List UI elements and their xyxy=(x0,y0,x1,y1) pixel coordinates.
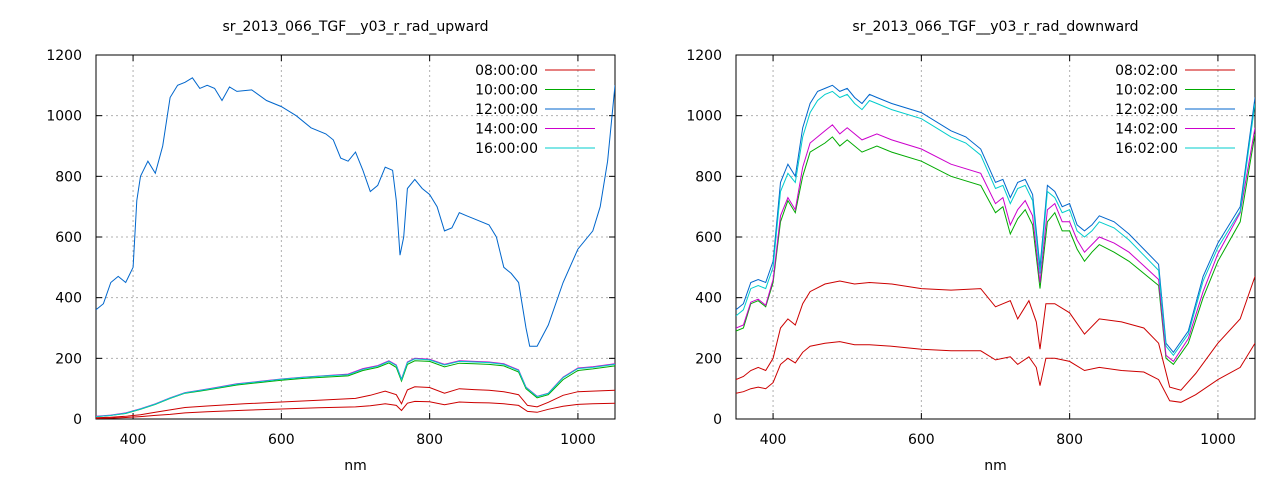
x-tick-label: 400 xyxy=(760,432,787,448)
legend-label: 08:00:00 xyxy=(475,63,538,79)
x-tick-label: 600 xyxy=(908,432,935,448)
y-tick-label: 200 xyxy=(695,351,722,367)
legend-label: 08:02:00 xyxy=(1115,63,1178,79)
chart-title: sr_2013_066_TGF__y03_r_rad_downward xyxy=(852,19,1138,35)
series-line xyxy=(96,360,615,418)
y-tick-label: 0 xyxy=(73,412,82,428)
series-line xyxy=(736,124,1255,363)
series-line xyxy=(96,386,615,419)
legend-label: 14:00:00 xyxy=(475,122,538,138)
y-tick-label: 400 xyxy=(695,291,722,307)
x-tick-label: 1000 xyxy=(1200,432,1236,448)
y-tick-label: 1000 xyxy=(46,109,82,125)
y-tick-label: 400 xyxy=(55,291,82,307)
legend-label: 16:02:00 xyxy=(1115,141,1178,157)
legend-label: 12:02:00 xyxy=(1115,102,1178,118)
series-line xyxy=(736,276,1255,391)
x-axis-label: nm xyxy=(344,458,367,474)
series-line xyxy=(96,400,615,419)
y-tick-label: 200 xyxy=(55,351,82,367)
legend-label: 16:00:00 xyxy=(475,141,538,157)
y-tick-label: 1000 xyxy=(686,109,722,125)
chart-title: sr_2013_066_TGF__y03_r_rad_upward xyxy=(222,19,488,35)
series-line xyxy=(736,84,1255,354)
y-tick-label: 800 xyxy=(55,169,82,185)
series-line xyxy=(736,133,1255,366)
series-line xyxy=(736,90,1255,357)
x-tick-label: 600 xyxy=(268,432,295,448)
y-tick-label: 600 xyxy=(695,230,722,246)
x-tick-label: 1000 xyxy=(560,432,596,448)
y-tick-label: 1200 xyxy=(46,48,82,64)
x-tick-label: 800 xyxy=(416,432,443,448)
legend-label: 10:00:00 xyxy=(475,83,538,99)
chart-panel-upward: sr_2013_066_TGF__y03_r_rad_upward 0 200 400… xyxy=(46,19,616,474)
series-line xyxy=(96,358,615,418)
y-tick-label: 1200 xyxy=(686,48,722,64)
series-line xyxy=(736,341,1255,403)
y-tick-label: 800 xyxy=(695,169,722,185)
chart-panel-downward: sr_2013_066_TGF__y03_r_rad_downward 0 200 4… xyxy=(686,19,1256,474)
legend-label: 14:02:00 xyxy=(1115,122,1178,138)
x-tick-label: 800 xyxy=(1056,432,1083,448)
series-line xyxy=(96,357,615,417)
series-line xyxy=(96,77,615,347)
y-tick-label: 0 xyxy=(713,412,722,428)
x-tick-label: 400 xyxy=(120,432,147,448)
legend-label: 10:02:00 xyxy=(1115,83,1178,99)
x-axis-label: nm xyxy=(984,458,1007,474)
legend-label: 12:00:00 xyxy=(475,102,538,118)
y-tick-label: 600 xyxy=(55,230,82,246)
